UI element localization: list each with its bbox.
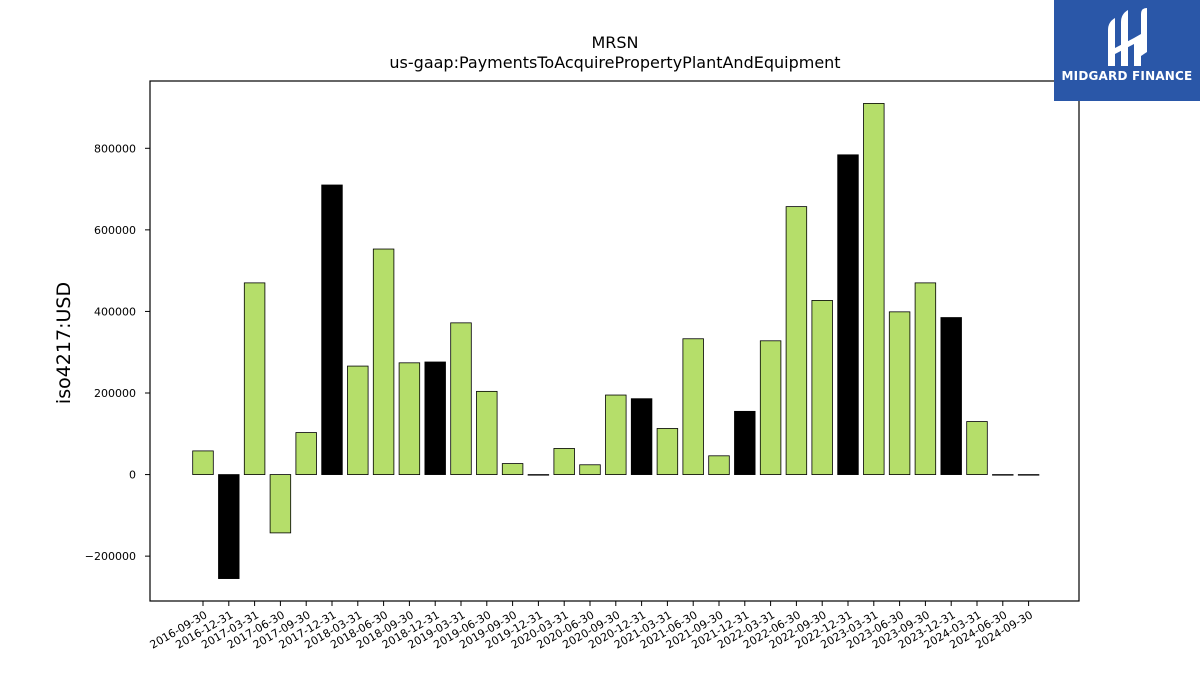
bar-2017-09-30	[295, 432, 317, 475]
bar-2019-06-30	[476, 390, 498, 475]
plot-frame	[149, 80, 1080, 602]
y-ticks: −200000 0 200000 400000 600000 800000	[85, 142, 150, 563]
bar-2021-12-31	[734, 410, 756, 475]
chart-subtitle: us-gaap:PaymentsToAcquirePropertyPlantAn…	[389, 53, 840, 72]
bar-2022-12-31	[837, 154, 859, 475]
y-tick-label: 200000	[94, 387, 136, 400]
bar-2024-09-30	[1017, 474, 1040, 476]
bar-2020-09-30	[605, 394, 627, 475]
bar-2017-12-31	[321, 184, 343, 475]
y-tick-label: 0	[129, 469, 136, 482]
bar-2022-03-31	[759, 340, 782, 475]
midgard-logo: MIDGARD FINANCE	[1054, 0, 1200, 101]
midgard-logo-icon	[1108, 8, 1147, 66]
chart-title: MRSN	[591, 33, 638, 52]
bar-2021-03-31	[656, 428, 679, 475]
bar-2016-12-31	[218, 474, 240, 579]
bar-2023-12-31	[940, 317, 962, 475]
bar-2024-06-30	[992, 474, 1014, 476]
bar-2020-06-30	[579, 464, 601, 475]
bar-2017-03-31	[243, 282, 266, 475]
bar-2019-09-30	[501, 463, 524, 475]
bar-2018-12-31	[424, 361, 446, 475]
bar-2018-09-30	[398, 362, 421, 475]
y-axis-label: iso4217:USD	[53, 282, 75, 404]
bar-2020-03-31	[553, 448, 575, 475]
y-tick-label: 600000	[94, 224, 136, 237]
bar-2016-09-30	[192, 450, 214, 475]
bar-2024-03-31	[966, 421, 988, 475]
bar-2018-06-30	[372, 248, 395, 475]
bar-2020-12-31	[630, 398, 653, 475]
bar-2017-06-30	[269, 474, 292, 534]
bar-2019-03-31	[450, 322, 472, 475]
midgard-logo-text: MIDGARD FINANCE	[1061, 69, 1193, 83]
bar-2019-12-31	[527, 474, 550, 476]
y-tick-label: −200000	[85, 550, 136, 563]
bar-2023-09-30	[914, 282, 937, 475]
bar-2021-09-30	[708, 455, 730, 475]
y-tick-label: 400000	[94, 305, 136, 318]
bar-2023-06-30	[888, 311, 911, 475]
bar-2021-06-30	[682, 338, 704, 475]
bar-2018-03-31	[347, 365, 369, 475]
y-tick-label: 800000	[94, 142, 136, 155]
bars	[192, 103, 1040, 579]
bar-2022-06-30	[785, 206, 808, 475]
bar-2023-03-31	[863, 103, 885, 475]
bar-2022-09-30	[811, 300, 833, 475]
x-ticks: 2016-09-302016-12-312017-03-312017-06-30…	[148, 601, 1035, 652]
